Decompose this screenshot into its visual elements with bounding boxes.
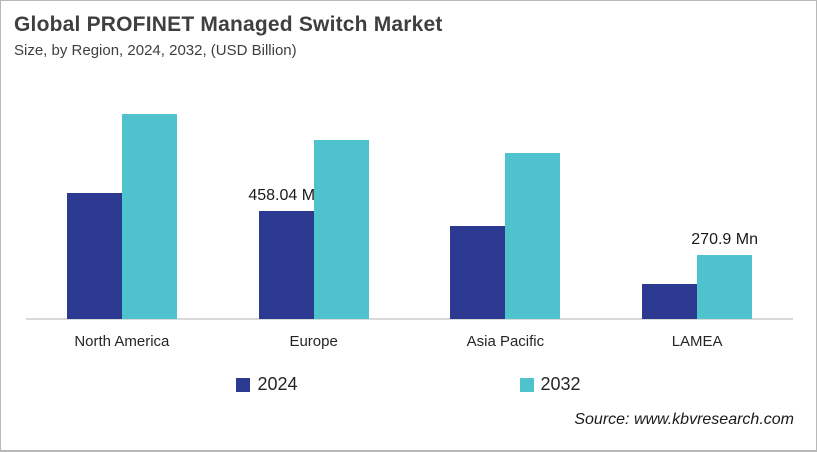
bar-2024-lamea [642,284,698,319]
category-label-europe: Europe [289,333,338,350]
legend-item-2024: 2024 [236,374,298,395]
bar-2032-europe [313,140,369,319]
bar-2024-europe [258,211,314,319]
source-credit: Source: www.kbvresearch.com [574,411,794,428]
page-title: Global PROFINET Managed Switch Market [14,13,443,36]
legend-swatch-2024 [236,377,251,392]
chart-subtitle: Size, by Region, 2024, 2032, (USD Billio… [14,42,297,59]
category-label-north-america: North America [74,333,170,350]
bar-2024-north-america [66,193,122,319]
bar-2032-asia-pacific [505,153,561,319]
category-label-lamea: LAMEA [671,333,723,350]
legend: 2024 2032 [1,374,816,395]
bar-2032-north-america [121,114,177,319]
data-label-2032-lamea: 270.9 Mn [691,231,758,248]
legend-label: 2032 [540,374,581,394]
x-axis-line [26,318,793,320]
bar-2024-asia-pacific [450,226,506,319]
bar-2032-lamea [697,255,753,319]
legend-swatch-2032 [519,377,534,392]
legend-item-2032: 2032 [519,374,581,395]
legend-label: 2024 [257,374,298,394]
category-label-asia-pacific: Asia Pacific [466,333,545,350]
data-label-2024-europe: 458.04 Mn [248,187,324,204]
